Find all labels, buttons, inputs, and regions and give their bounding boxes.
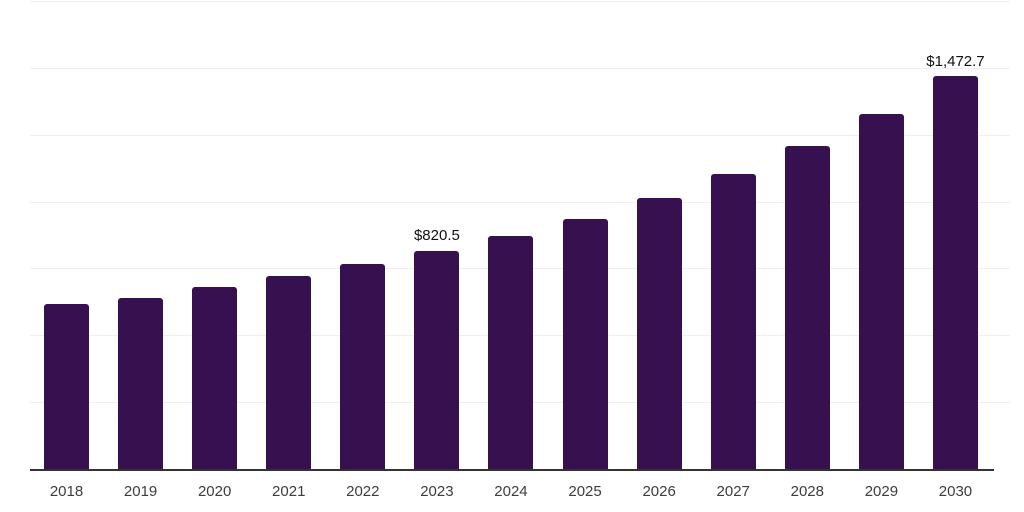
bar-2027	[710, 173, 756, 470]
x-tick-2024: 2024	[494, 483, 528, 500]
x-tick-2019: 2019	[123, 483, 158, 500]
x-tick-2027: 2027	[716, 483, 750, 500]
bar-2028	[784, 145, 830, 470]
x-axis-line	[30, 469, 994, 471]
bar-2026	[636, 197, 682, 470]
bar-2030	[932, 76, 978, 470]
bar-2020	[192, 286, 238, 470]
x-tick-2028: 2028	[790, 483, 824, 500]
value-label-2023: $820.5	[413, 227, 460, 245]
x-tick-2025: 2025	[568, 483, 602, 500]
x-tick-2021: 2021	[272, 483, 306, 500]
gridline-1750	[30, 1, 1010, 2]
bar-2029	[858, 114, 904, 470]
gridline-1000	[30, 201, 1010, 203]
x-tick-2022: 2022	[346, 483, 380, 500]
bar-2021	[266, 275, 312, 470]
plot-area: $820.5 $1,472.7	[30, 1, 1010, 470]
x-tick-2023: 2023	[420, 483, 454, 500]
x-tick-2026: 2026	[642, 483, 676, 500]
gridline-1500	[30, 67, 1010, 69]
gridline-1250	[30, 134, 1010, 136]
x-tick-2029: 2029	[864, 483, 899, 500]
bar-2019	[118, 297, 164, 470]
value-label-2030: $1,472.7	[926, 52, 985, 70]
x-tick-2030: 2030	[938, 483, 973, 500]
bar-2024	[488, 235, 534, 470]
bar-2022	[340, 263, 386, 470]
x-axis-labels: 2018 2019 2020 2021 2022 2023 2024 2025 2026 2027…	[30, 483, 1010, 506]
x-tick-2018: 2018	[49, 483, 84, 500]
bar-2025	[562, 218, 608, 470]
bar-2018	[44, 304, 89, 470]
x-tick-2020: 2020	[197, 483, 232, 500]
bar-2023	[414, 250, 460, 470]
